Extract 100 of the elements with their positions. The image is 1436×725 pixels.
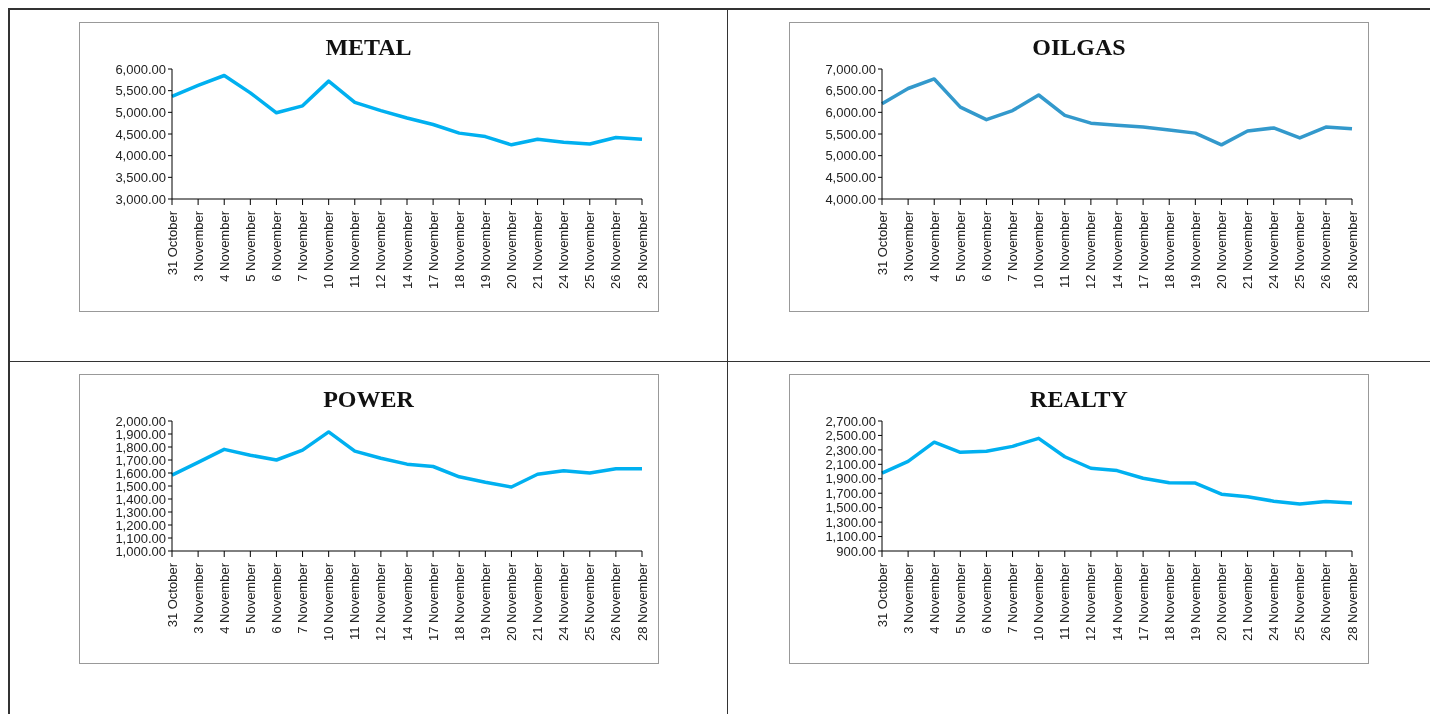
x-tick-label: 5 November — [242, 562, 258, 634]
x-tick-label: 14 November — [1109, 562, 1125, 642]
x-tick-label: 4 November — [216, 210, 232, 282]
y-tick-label: 1,900.00 — [825, 471, 876, 487]
x-tick-label: 17 November — [1135, 562, 1151, 642]
x-tick-label: 26 November — [607, 210, 623, 290]
y-tick-label: 1,800.00 — [114, 439, 166, 455]
x-tick-label: 4 November — [926, 210, 942, 282]
x-tick-label: 12 November — [372, 210, 388, 290]
x-tick-label: 26 November — [607, 562, 623, 642]
x-tick-label: 10 November — [320, 210, 336, 290]
x-tick-label: 11 November — [346, 562, 362, 641]
x-tick-label: 12 November — [1083, 210, 1099, 290]
chart-title: REALTY — [1029, 385, 1129, 414]
y-tick-label: 1,100.00 — [825, 529, 876, 545]
x-tick-label: 11 November — [346, 210, 362, 289]
x-tick-label: 31 October — [874, 210, 890, 276]
x-tick-label: 14 November — [399, 210, 414, 290]
y-tick-label: 2,100.00 — [825, 456, 876, 472]
x-tick-label: 25 November — [581, 210, 597, 290]
y-tick-label: 1,000.00 — [114, 543, 166, 559]
x-tick-label: 19 November — [1187, 210, 1203, 290]
x-tick-label: 5 November — [242, 210, 258, 282]
chart-title: POWER — [322, 385, 415, 414]
x-tick-label: 3 November — [900, 562, 916, 634]
y-tick-label: 2,700.00 — [825, 413, 876, 429]
y-tick-label: 4,000.00 — [114, 148, 166, 164]
x-tick-label: 25 November — [1292, 562, 1308, 642]
x-tick-label: 25 November — [1292, 210, 1308, 290]
y-tick-label: 900.00 — [836, 543, 876, 559]
x-tick-label: 6 November — [268, 562, 284, 634]
x-tick-label: 28 November — [1344, 562, 1360, 642]
x-tick-label: 21 November — [1240, 210, 1256, 290]
y-tick-label: 7,000.00 — [825, 61, 876, 77]
y-tick-label: 1,300.00 — [825, 514, 876, 530]
x-tick-label: 14 November — [399, 562, 414, 642]
x-tick-label: 20 November — [503, 562, 519, 642]
x-tick-label: 18 November — [1161, 562, 1177, 642]
x-tick-label: 20 November — [1213, 562, 1229, 642]
x-tick-label: 19 November — [477, 210, 493, 290]
x-tick-label: 25 November — [581, 562, 597, 642]
x-tick-label: 3 November — [190, 210, 206, 282]
x-tick-label: 28 November — [634, 210, 649, 290]
y-tick-label: 1,200.00 — [114, 517, 166, 533]
y-tick-label: 1,700.00 — [825, 485, 876, 501]
y-tick-label: 5,000.00 — [825, 148, 876, 164]
y-tick-label: 1,600.00 — [114, 465, 166, 481]
x-tick-label: 12 November — [1083, 562, 1099, 642]
x-tick-label: 26 November — [1318, 562, 1334, 642]
y-tick-label: 5,500.00 — [114, 83, 166, 99]
x-tick-label: 18 November — [451, 210, 467, 290]
x-tick-label: 5 November — [952, 562, 968, 634]
x-tick-label: 31 October — [164, 210, 179, 276]
y-tick-label: 2,500.00 — [825, 428, 876, 444]
y-tick-label: 1,700.00 — [114, 452, 166, 468]
x-tick-label: 7 November — [1005, 210, 1021, 282]
y-tick-label: 2,000.00 — [114, 413, 166, 429]
x-tick-label: 24 November — [1266, 210, 1282, 290]
x-tick-label: 10 November — [320, 562, 336, 642]
x-tick-label: 26 November — [1318, 210, 1334, 290]
y-tick-label: 6,000.00 — [114, 61, 166, 77]
y-tick-label: 1,300.00 — [114, 504, 166, 520]
y-tick-label: 3,500.00 — [114, 169, 166, 185]
y-tick-label: 5,000.00 — [114, 104, 166, 120]
x-tick-label: 21 November — [1240, 562, 1256, 642]
x-tick-label: 6 November — [978, 210, 994, 282]
y-tick-label: 6,500.00 — [825, 83, 876, 99]
x-tick-label: 11 November — [1057, 562, 1073, 641]
x-tick-label: 19 November — [477, 562, 493, 642]
x-tick-label: 7 November — [294, 562, 310, 634]
chart-title: OILGAS — [1031, 33, 1127, 62]
x-tick-label: 4 November — [926, 562, 942, 634]
x-tick-label: 17 November — [425, 562, 441, 642]
x-tick-label: 7 November — [1005, 562, 1021, 634]
x-tick-label: 28 November — [634, 562, 649, 642]
x-tick-label: 11 November — [1057, 210, 1073, 289]
x-tick-label: 10 November — [1031, 562, 1047, 642]
x-tick-label: 3 November — [900, 210, 916, 282]
x-tick-label: 20 November — [503, 210, 519, 290]
y-tick-label: 1,400.00 — [114, 491, 166, 507]
x-tick-label: 7 November — [294, 210, 310, 282]
x-tick-label: 24 November — [555, 562, 571, 642]
y-tick-label: 6,000.00 — [825, 104, 876, 120]
x-tick-label: 18 November — [451, 562, 467, 642]
x-tick-label: 31 October — [164, 562, 179, 628]
x-tick-label: 28 November — [1344, 210, 1360, 290]
x-tick-label: 5 November — [952, 210, 968, 282]
x-tick-label: 17 November — [425, 210, 441, 290]
x-tick-label: 31 October — [874, 562, 890, 628]
x-tick-label: 6 November — [268, 210, 284, 282]
y-tick-label: 4,000.00 — [825, 191, 876, 207]
x-tick-label: 6 November — [978, 562, 994, 634]
x-tick-label: 18 November — [1161, 210, 1177, 290]
y-tick-label: 4,500.00 — [114, 126, 166, 142]
x-tick-label: 24 November — [1266, 562, 1282, 642]
x-tick-label: 24 November — [555, 210, 571, 290]
y-tick-label: 1,500.00 — [114, 478, 166, 494]
x-tick-label: 12 November — [372, 562, 388, 642]
x-tick-label: 19 November — [1187, 562, 1203, 642]
y-tick-label: 1,900.00 — [114, 426, 166, 442]
